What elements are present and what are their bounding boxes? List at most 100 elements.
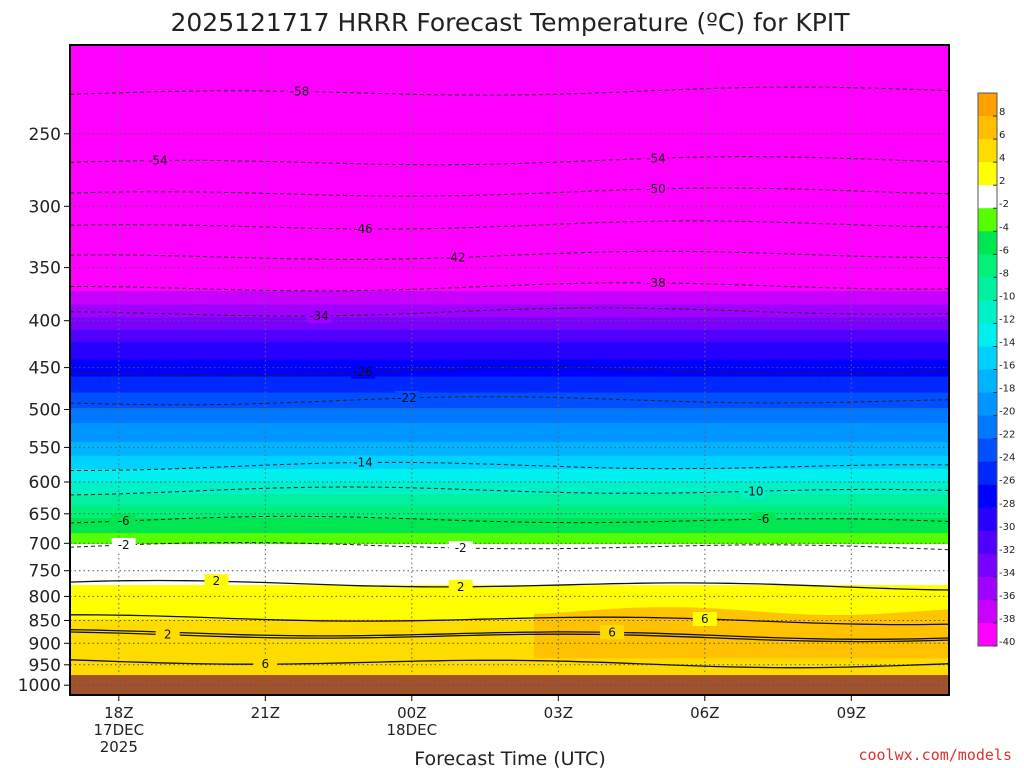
temperature-band <box>70 224 949 234</box>
contour-label-bg <box>448 541 473 556</box>
y-tick-label: 950 <box>29 656 61 676</box>
temperature-band <box>70 518 949 523</box>
colorbar-swatch <box>978 576 997 601</box>
temperature-band <box>70 672 949 676</box>
colorbar-label: -38 <box>999 614 1015 625</box>
colorbar-label: -20 <box>999 407 1015 418</box>
contour-line <box>70 631 949 643</box>
plot-area: -58-54 -54-50-46-42-38-34-26-22-14-10-6 -6… <box>70 45 949 695</box>
y-tick-label: 700 <box>29 534 61 554</box>
temperature-band <box>70 558 949 563</box>
temperature-band <box>70 191 949 201</box>
temperature-band <box>70 565 949 570</box>
temperature-band <box>70 473 949 479</box>
contour-label: -10 <box>744 484 764 498</box>
temperature-band <box>70 661 949 666</box>
y-tick-label: 550 <box>29 438 61 458</box>
temperature-band <box>70 392 949 399</box>
colorbar-label: -28 <box>999 499 1015 510</box>
x-tick-label: 06Z <box>690 704 719 722</box>
temperature-band <box>70 45 949 59</box>
temperature-band <box>70 297 949 306</box>
temperature-band <box>70 182 949 193</box>
credit-text: coolwx.com/models <box>858 746 1012 764</box>
temperature-band <box>70 648 949 652</box>
temperature-band <box>70 164 949 175</box>
temperature-band <box>70 134 949 146</box>
temperature-band <box>70 494 949 500</box>
contour-label-bg <box>741 484 766 499</box>
colorbar-label: -40 <box>999 637 1015 648</box>
y-tick-label: 850 <box>29 612 61 632</box>
temperature-band <box>70 536 949 542</box>
temperature-band <box>70 613 949 618</box>
temperature-band <box>70 208 949 218</box>
temperature-band <box>70 464 949 470</box>
temperature-band <box>70 533 949 538</box>
contour-label: -2 <box>118 538 130 552</box>
temperature-band <box>70 353 949 361</box>
contour-label: -46 <box>353 222 373 236</box>
temperature-band <box>70 437 949 443</box>
contour-label-bg <box>751 512 776 527</box>
contour-label-bg <box>692 612 717 626</box>
temperature-band <box>70 529 949 534</box>
contour-label-bg <box>448 579 473 594</box>
x-tick-label: 00Z <box>397 704 426 722</box>
colorbar-label: -6 <box>999 245 1009 256</box>
colorbar-swatch <box>978 300 997 324</box>
colorbar-label: 8 <box>999 107 1005 118</box>
temperature-band <box>70 645 949 649</box>
temperature-band <box>70 154 949 165</box>
colorbar-swatch <box>978 438 997 463</box>
temperature-band <box>70 216 949 226</box>
contour-labels: -58-54 -54-50-46-42-38-34-26-22-14-10-6 -6… <box>111 84 776 672</box>
contour-label-bg <box>253 657 278 672</box>
contour-label: -34 <box>309 309 329 323</box>
y-tick-label: 250 <box>29 125 61 145</box>
colorbar-swatch <box>978 162 997 186</box>
temperature-band <box>70 402 949 409</box>
temperature-band <box>70 446 949 453</box>
temperature-band <box>70 628 949 632</box>
colorbar-swatch <box>978 277 997 301</box>
y-tick-label: 900 <box>29 634 61 654</box>
temperature-band <box>70 311 949 319</box>
temperature-band <box>70 604 949 608</box>
colorbar-swatch <box>978 530 997 555</box>
temperature-band <box>70 69 949 82</box>
temperature-band <box>70 477 949 483</box>
temperature-band <box>70 544 949 549</box>
colorbar-label: 2 <box>999 176 1005 187</box>
temperature-band <box>70 124 949 136</box>
temperature-band <box>70 317 949 325</box>
temperature-band <box>70 591 949 596</box>
x-tick-label: 21Z <box>251 704 280 722</box>
colorbar-swatch <box>978 116 997 140</box>
contour-label-bg <box>644 181 668 196</box>
colorbar-label: -14 <box>999 338 1015 349</box>
colorbar-swatch <box>978 139 997 163</box>
contour-label-bg <box>111 514 136 528</box>
temperature-band <box>70 481 949 487</box>
colorbar-swatch <box>978 599 997 624</box>
colorbar-label: -34 <box>999 568 1015 579</box>
y-tick-label: 450 <box>29 359 61 379</box>
contour-label-bg <box>395 391 419 405</box>
colorbar-label: -12 <box>999 314 1015 325</box>
contour-label: -50 <box>646 182 666 196</box>
temperature-band <box>70 57 949 71</box>
temperature-band <box>70 413 949 419</box>
colorbar-label: -10 <box>999 291 1015 302</box>
contour-label: 2 <box>457 580 465 594</box>
temperature-band <box>70 270 949 279</box>
colorbar-swatch <box>978 185 997 209</box>
warm-region-fill <box>533 607 949 659</box>
colorbar-swatch <box>978 553 997 578</box>
colorbar-swatch <box>978 254 997 278</box>
contour-label: -22 <box>397 391 417 405</box>
y-tick-label: 500 <box>29 401 61 421</box>
contour-line <box>70 614 949 626</box>
temperature-band <box>70 370 949 378</box>
colorbar-swatch <box>978 484 997 509</box>
